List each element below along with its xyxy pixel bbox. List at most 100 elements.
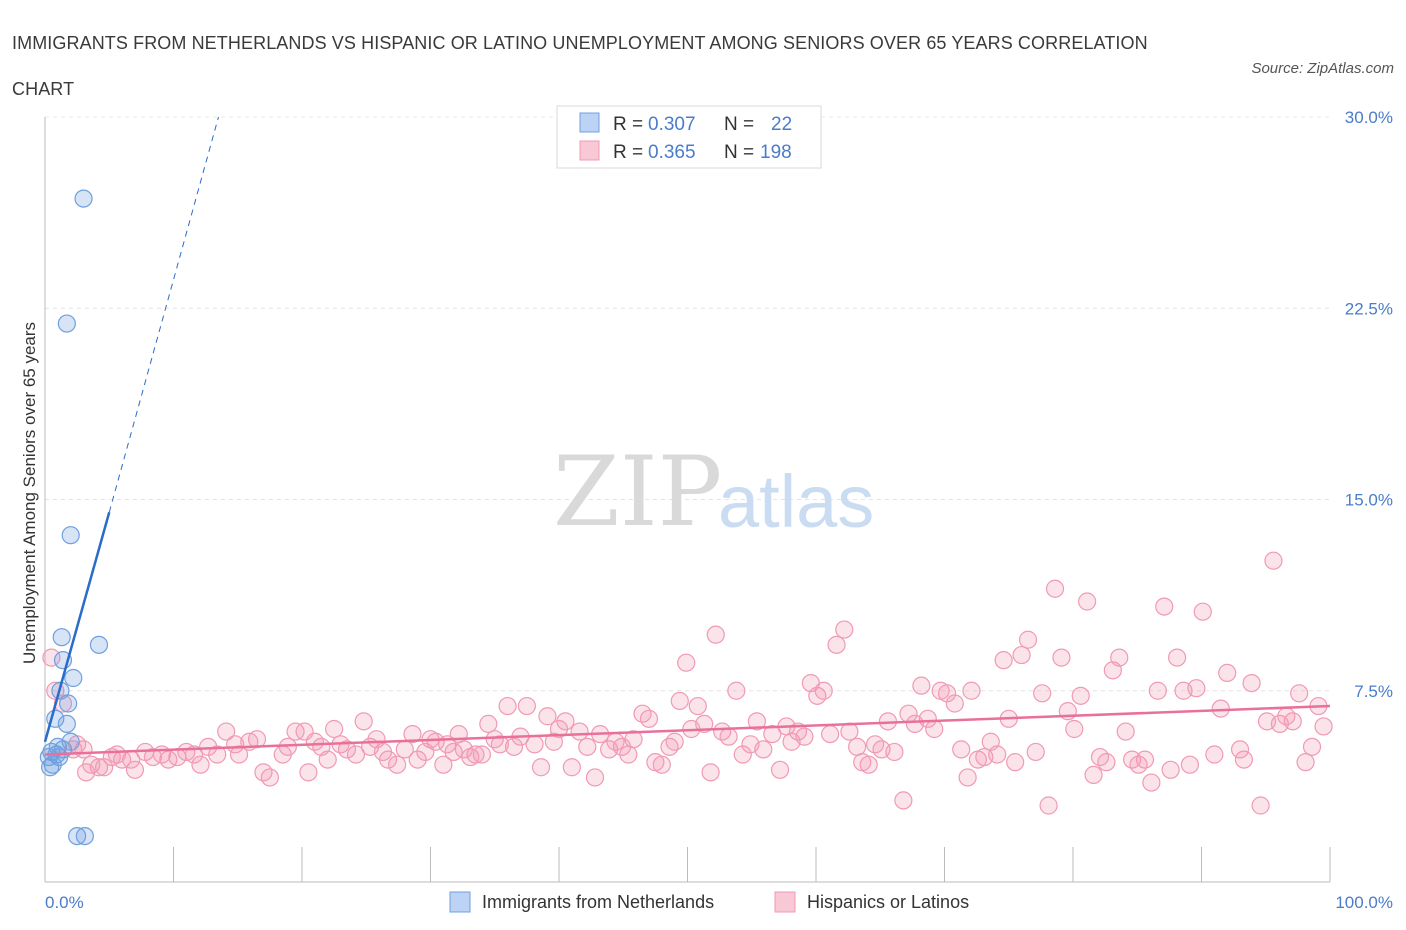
netherlands-point-1 (57, 314, 76, 333)
hispanic-point-138 (962, 681, 981, 700)
hispanic-point-36 (299, 763, 318, 782)
hispanic-point-103 (733, 745, 752, 764)
hispanic-point-92 (665, 732, 684, 751)
hispanic-point-135 (945, 694, 964, 713)
legend-swatch-netherlands (579, 112, 600, 133)
hispanic-point-33 (278, 737, 297, 756)
hispanic-point-166 (1142, 773, 1161, 792)
hispanic-point-115 (814, 681, 833, 700)
source-credit: Source: ZipAtlas.com (1251, 60, 1394, 77)
netherlands-point-20 (68, 826, 87, 846)
hispanic-point-39 (318, 750, 337, 769)
hispanic-point-105 (747, 712, 766, 731)
hispanic-point-189 (1302, 737, 1322, 756)
hispanic-point-72 (531, 758, 551, 777)
hispanic-point-150 (1039, 796, 1058, 815)
hispanic-point-0 (42, 648, 61, 667)
legend-r-label-netherlands: R = (613, 114, 643, 135)
hispanic-point-67 (498, 696, 517, 716)
legend-n-label-netherlands: N = (724, 114, 754, 135)
hispanic-point-22 (191, 755, 210, 774)
legend-r-label-hispanic: R = (613, 142, 643, 163)
hispanic-point-157 (1084, 765, 1103, 785)
y-axis-label: Unemployment Among Seniors over 65 years (20, 322, 39, 664)
hispanic-point-156 (1078, 592, 1097, 611)
hispanic-point-14 (125, 760, 145, 779)
netherlands-point-21 (75, 826, 94, 846)
series-netherlands-points (39, 189, 109, 846)
hispanic-point-112 (795, 727, 814, 746)
y-tick-label-1: 15.0% (1345, 491, 1393, 510)
netherlands-trend-extension (108, 116, 219, 513)
netherlands-trend-line (43, 511, 111, 743)
hispanic-point-31 (260, 768, 279, 787)
hispanic-point-85 (619, 745, 638, 764)
hispanic-point-187 (1290, 684, 1309, 703)
chart-title: IMMIGRANTS FROM NETHERLANDS VS HISPANIC … (12, 33, 1148, 99)
netherlands-point-10 (57, 714, 76, 734)
hispanic-trend-line (44, 704, 1331, 756)
y-tick-label-2: 22.5% (1345, 299, 1393, 318)
hispanic-point-143 (994, 651, 1013, 670)
bottom-legend-hispanic: Hispanics or Latinos (807, 892, 969, 912)
hispanic-point-71 (525, 735, 544, 754)
hispanic-point-146 (1012, 645, 1031, 665)
hispanic-point-152 (1052, 648, 1071, 667)
bottom-legend-swatch-hispanic (774, 891, 796, 913)
hispanic-point-154 (1065, 719, 1084, 739)
legend-n-value-hispanic: 198 (760, 142, 792, 163)
netherlands-point-18 (43, 755, 62, 774)
netherlands-point-19 (41, 758, 60, 777)
bottom-legend-swatch-netherlands (449, 891, 471, 913)
hispanic-point-77 (562, 758, 581, 777)
netherlands-point-3 (89, 635, 109, 654)
hispanic-point-68 (504, 737, 524, 756)
watermark-zip: ZIP (553, 436, 722, 548)
hispanic-point-64 (479, 714, 498, 734)
hispanic-point-108 (770, 760, 790, 779)
hispanic-point-167 (1148, 681, 1167, 700)
hispanic-point-180 (1242, 673, 1261, 693)
hispanic-point-120 (848, 737, 867, 756)
hispanic-point-97 (695, 714, 714, 734)
hispanic-point-165 (1135, 750, 1155, 769)
hispanic-point-126 (885, 742, 904, 762)
hispanic-point-142 (988, 745, 1007, 764)
bottom-legend-netherlands: Immigrants from Netherlands (482, 892, 714, 912)
hispanic-point-61 (461, 747, 480, 767)
hispanic-point-42 (337, 740, 357, 759)
x-tick-label-1: 100.0% (1335, 893, 1393, 912)
netherlands-point-2 (61, 526, 80, 545)
hispanic-point-51 (403, 724, 422, 744)
netherlands-point-6 (64, 668, 83, 688)
hispanic-point-174 (1193, 602, 1212, 621)
hispanic-point-130 (912, 676, 931, 695)
hispanic-point-49 (387, 755, 407, 774)
legend-n-label-hispanic: N = (724, 142, 754, 163)
hispanic-point-127 (894, 791, 913, 810)
x-tick-label-0: 0.0% (45, 893, 84, 912)
hispanic-point-145 (1006, 753, 1025, 772)
hispanic-point-147 (1018, 630, 1038, 649)
hispanic-point-90 (652, 755, 671, 774)
hispanic-point-175 (1205, 745, 1224, 764)
hispanic-point-117 (827, 635, 846, 654)
hispanic-point-98 (701, 763, 720, 782)
hispanic-point-151 (1045, 579, 1065, 598)
hispanic-point-162 (1116, 722, 1135, 741)
hispanic-point-91 (660, 737, 679, 756)
hispanic-point-11 (107, 745, 127, 764)
y-tick-label-3: 30.0% (1345, 108, 1393, 127)
hispanic-point-188 (1296, 753, 1315, 772)
hispanic-point-178 (1230, 740, 1250, 759)
hispanic-point-48 (378, 750, 398, 769)
hispanic-point-186 (1283, 712, 1302, 731)
hispanic-point-131 (918, 709, 937, 728)
hispanic-point-116 (821, 724, 840, 744)
hispanic-point-65 (485, 730, 504, 749)
hispanic-point-137 (958, 768, 977, 787)
hispanic-point-172 (1180, 755, 1200, 774)
trend-lines (43, 116, 1331, 756)
hispanic-point-155 (1071, 686, 1090, 705)
